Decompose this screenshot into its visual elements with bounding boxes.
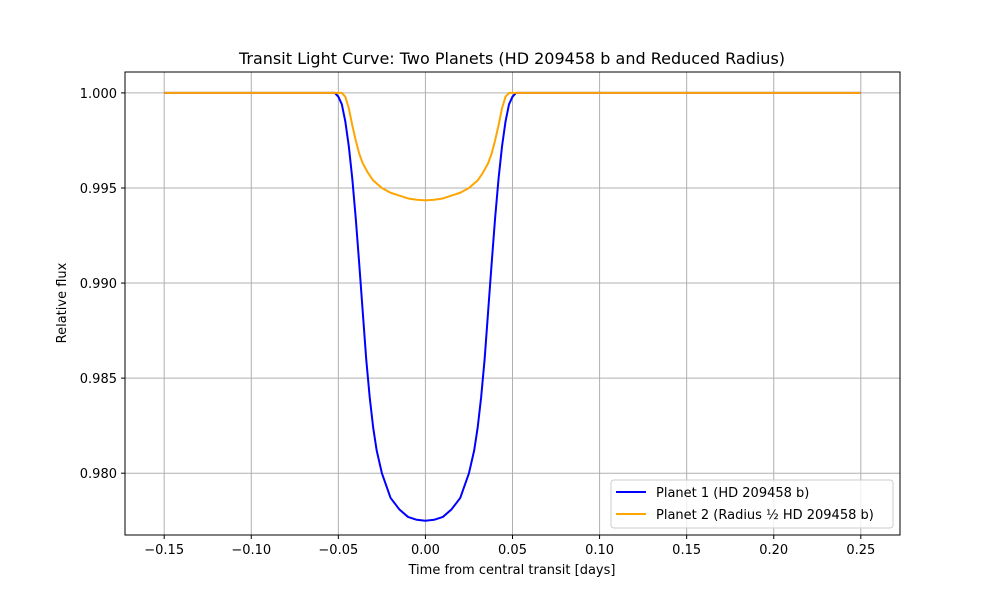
x-tick-label: 0.25 (846, 543, 875, 558)
x-axis-label: Time from central transit [days] (408, 563, 616, 578)
series-line-planet-2 (164, 91, 861, 202)
x-tick-label: 0.00 (411, 543, 440, 558)
x-tick-label: 0.05 (498, 543, 527, 558)
y-tick-label: 0.995 (80, 182, 117, 197)
series-line-planet-1 (164, 91, 861, 522)
legend: Planet 1 (HD 209458 b) Planet 2 (Radius … (610, 479, 894, 529)
x-tick-label: −0.05 (318, 543, 358, 558)
y-axis-label: Relative flux (55, 262, 70, 343)
series-group (164, 91, 861, 522)
y-tick-label: 0.980 (80, 467, 117, 482)
legend-label-planet-2: Planet 2 (Radius ½ HD 209458 b) (656, 508, 874, 523)
x-tick-label: −0.15 (144, 543, 184, 558)
chart-title: Transit Light Curve: Two Planets (HD 209… (238, 49, 785, 68)
x-tick-label: 0.10 (585, 543, 614, 558)
x-tick-label: −0.10 (231, 543, 271, 558)
y-tick-label: 0.990 (80, 277, 117, 292)
legend-label-planet-1: Planet 1 (HD 209458 b) (656, 486, 809, 501)
ticks: −0.15 −0.10 −0.05 0.00 0.05 0.10 0.15 0.20 0.25 0… (80, 87, 876, 558)
y-tick-label: 0.985 (80, 372, 117, 387)
legend-box (610, 479, 894, 529)
x-tick-label: 0.15 (672, 543, 701, 558)
x-tick-label: 0.20 (759, 543, 788, 558)
y-tick-label: 1.000 (80, 87, 117, 102)
